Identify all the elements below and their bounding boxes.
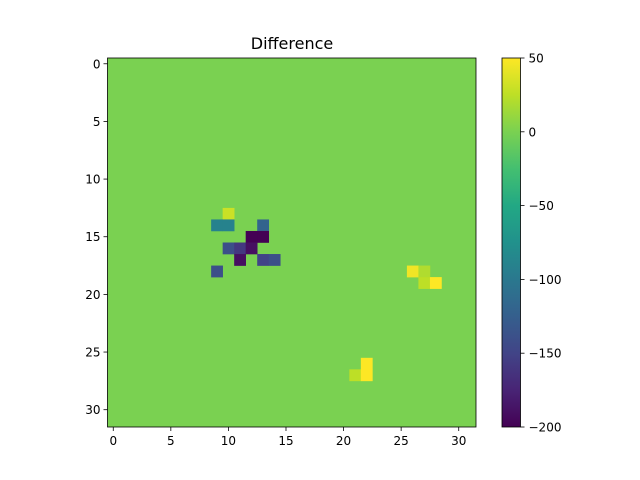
heatmap-cell: [234, 242, 246, 255]
colorbar-tick-label: −50: [529, 199, 554, 213]
y-tick-label: 5: [93, 115, 101, 129]
x-tick-label: 15: [278, 434, 293, 448]
chart-title: Difference: [251, 34, 333, 53]
colorbar: 50 0 −50 −100 −150 −200: [501, 52, 562, 435]
y-tick-label: 25: [85, 346, 100, 360]
x-tick-label: 20: [336, 434, 351, 448]
heatmap-plot: 0 5 10 15 20 25 30 0 5 10 15 20 25 30: [85, 57, 477, 448]
heatmap-cell: [349, 369, 362, 382]
heatmap-cell: [360, 357, 373, 370]
heatmap-cell: [418, 277, 431, 289]
y-tick-label: 30: [85, 403, 100, 417]
x-tick-label: 30: [451, 434, 466, 448]
heatmap-cell: [245, 230, 258, 243]
heatmap-cell: [222, 219, 235, 232]
y-tick-label: 10: [85, 173, 100, 187]
plot-frame: [107, 57, 477, 428]
colorbar-tick-label: −150: [529, 347, 562, 361]
x-tick-label: 0: [109, 434, 117, 448]
heatmap-cell: [211, 265, 223, 278]
colorbar-frame: [501, 57, 521, 428]
heatmap-cell: [257, 230, 270, 243]
colorbar-tick-label: 0: [529, 125, 537, 139]
y-tick-label: 0: [93, 57, 101, 71]
heatmap-cell: [360, 369, 373, 382]
colorbar-tick-label: 50: [529, 52, 544, 66]
x-tick-label: 5: [167, 434, 175, 448]
colorbar-tick-label: −100: [529, 273, 562, 287]
heatmap-cell: [257, 254, 270, 266]
x-tick-label: 10: [221, 434, 236, 448]
heatmap-cell: [418, 265, 431, 278]
heatmap-background-cells: [107, 58, 476, 427]
y-tick-label: 20: [85, 288, 100, 302]
heatmap-cell: [245, 242, 258, 255]
heatmap-cells: [107, 58, 476, 427]
heatmap-cell: [222, 242, 235, 255]
heatmap-cell: [234, 254, 246, 266]
colorbar-gradient: [502, 58, 521, 427]
heatmap-cell: [429, 277, 442, 289]
heatmap-cell: [257, 219, 270, 232]
x-tick-label: 25: [394, 434, 409, 448]
y-tick-label: 15: [85, 230, 100, 244]
colorbar-ticks: 50 0 −50 −100 −150 −200: [520, 52, 562, 435]
colorbar-tick-label: −200: [529, 421, 562, 435]
heatmap-cell: [268, 254, 281, 266]
y-axis: 0 5 10 15 20 25 30: [85, 57, 108, 417]
heatmap-cell: [222, 207, 235, 220]
x-axis: 0 5 10 15 20 25 30: [109, 427, 466, 448]
heatmap-cell: [211, 219, 223, 232]
heatmap-cell: [406, 265, 419, 278]
